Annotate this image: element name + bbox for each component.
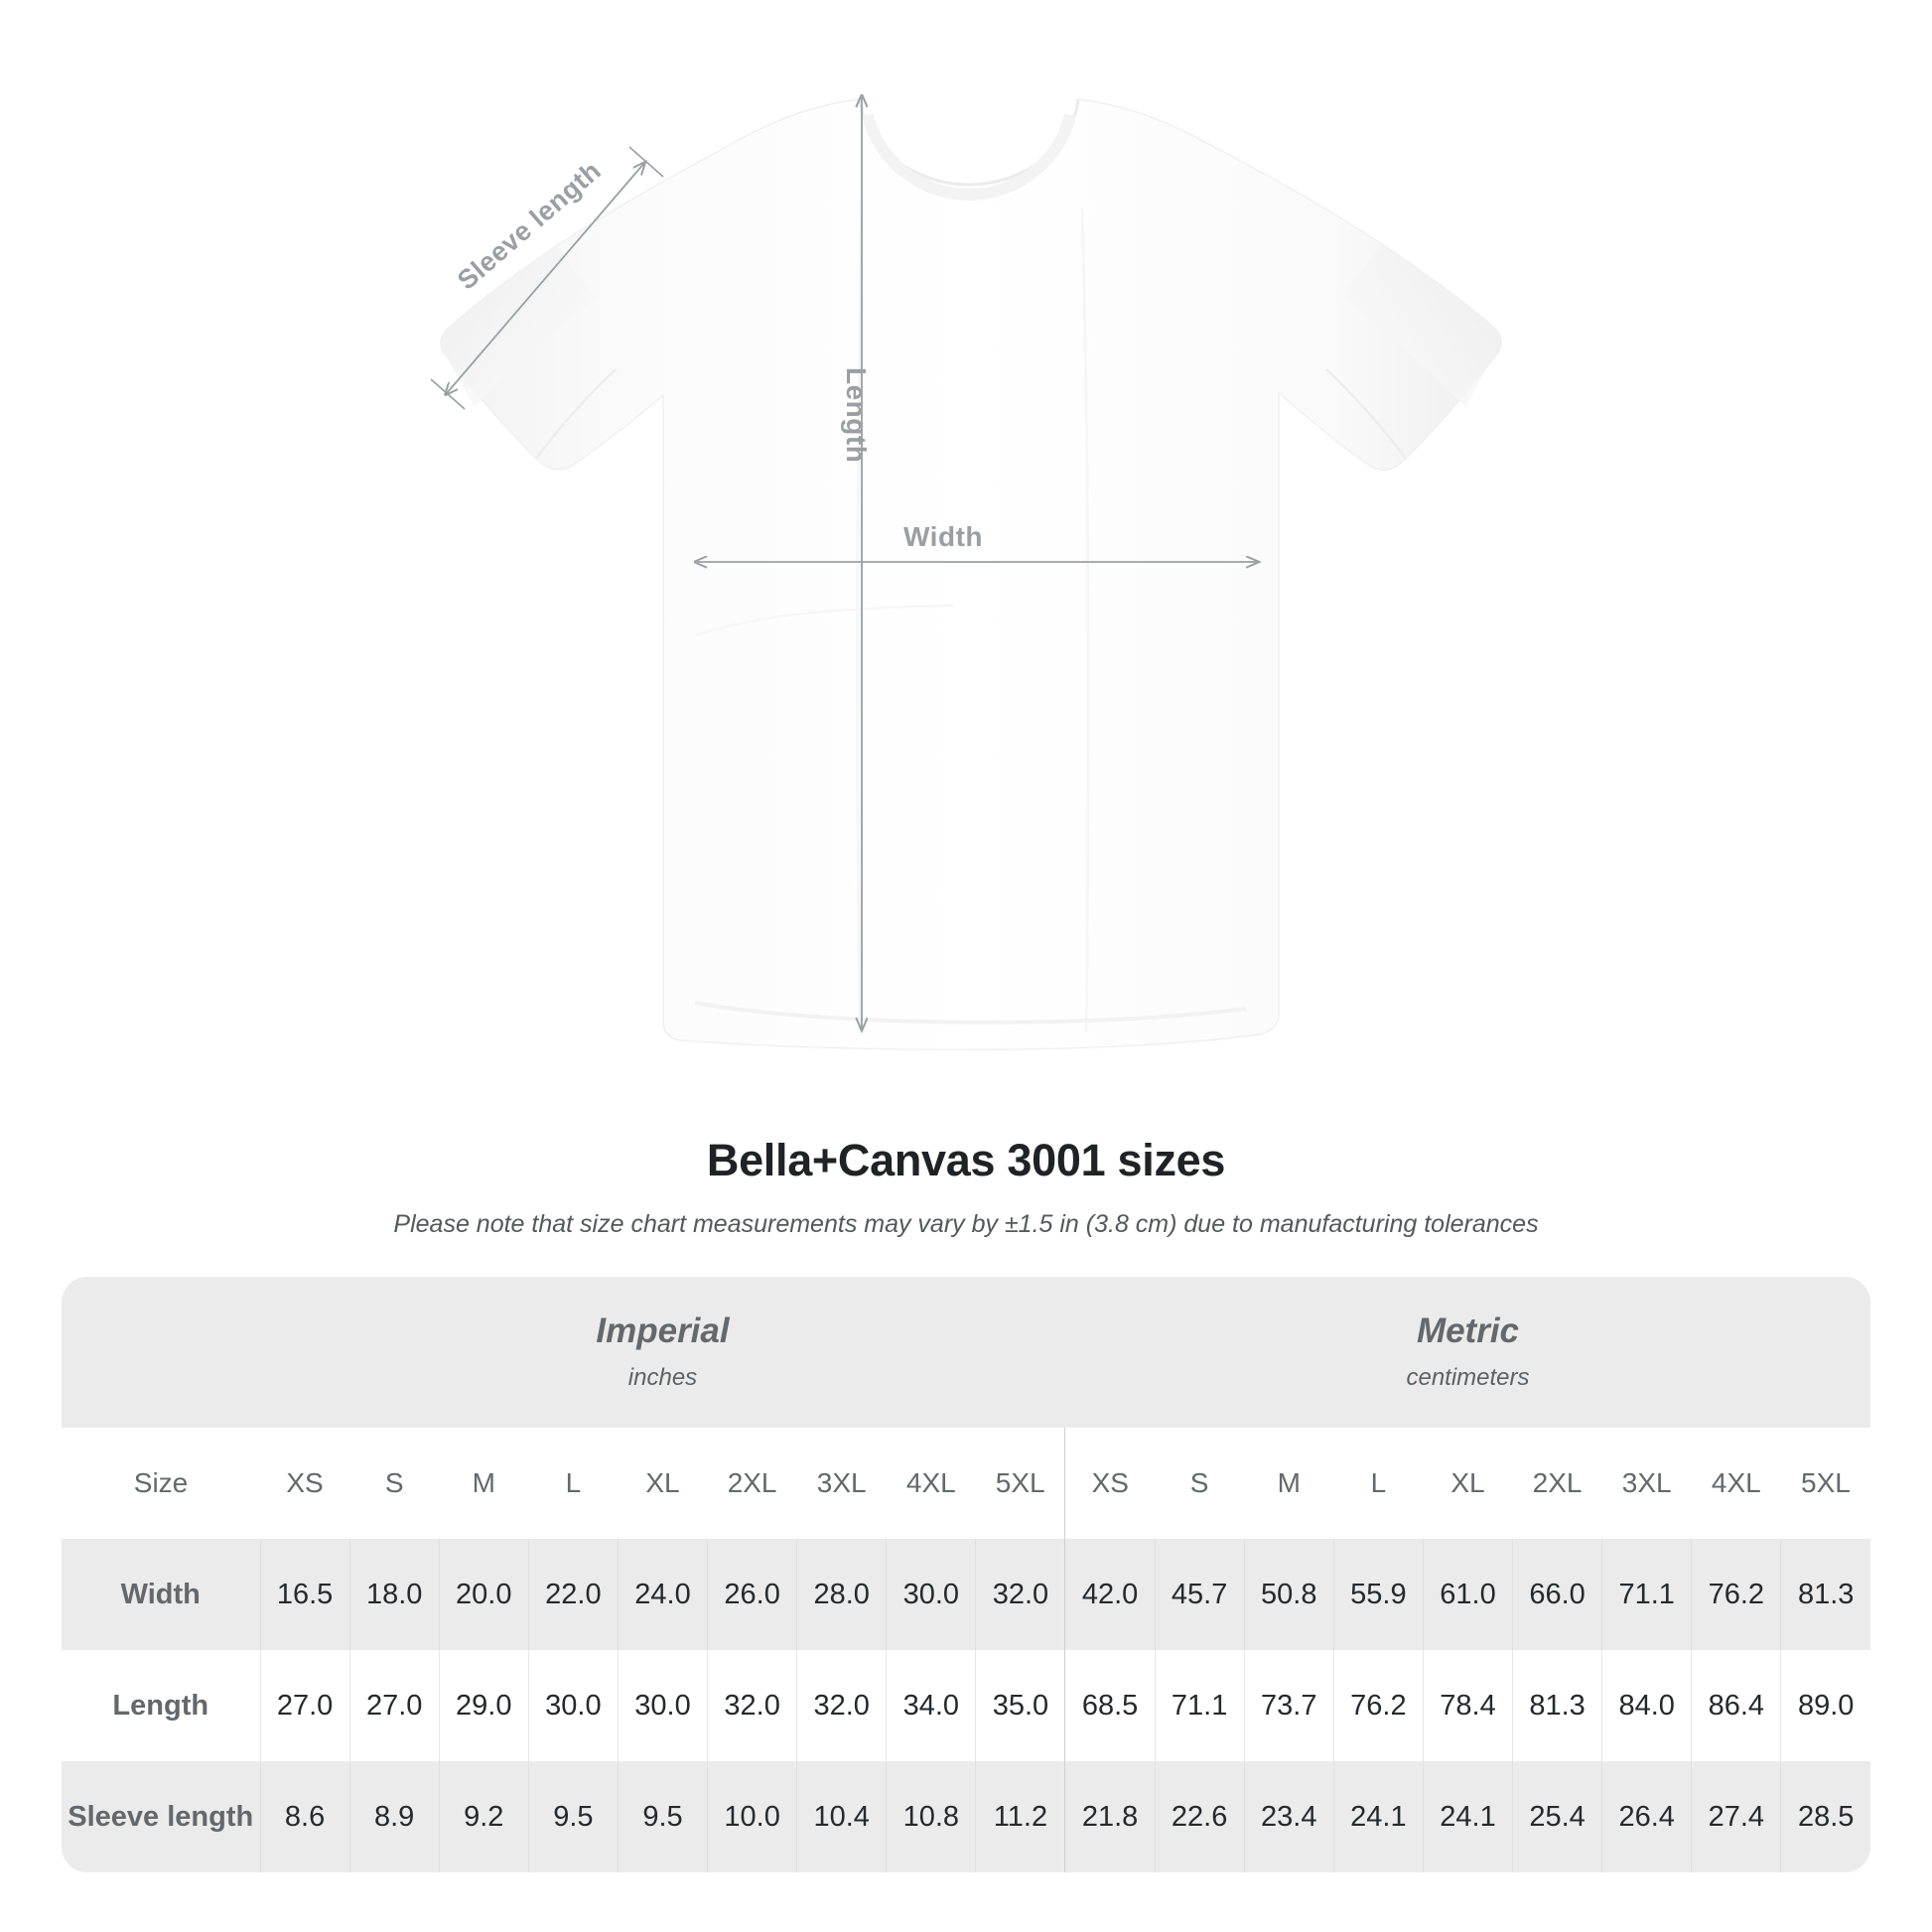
table-cell: 81.3: [1512, 1650, 1602, 1761]
table-cell: 10.0: [707, 1761, 797, 1872]
table-cell: 9.5: [527, 1761, 619, 1872]
table-cell: 66.0: [1512, 1539, 1602, 1650]
table-cell: 73.7: [1243, 1650, 1334, 1761]
table-cell: 68.5: [1064, 1650, 1156, 1761]
table-cell: 28.0: [796, 1539, 887, 1650]
unit-group-imperial: Imperial inches: [260, 1277, 1065, 1428]
size-column-header: S: [1155, 1428, 1245, 1539]
table-cell: 21.8: [1064, 1761, 1156, 1872]
table-cell: 27.0: [348, 1650, 440, 1761]
table-cell: 24.1: [1332, 1761, 1424, 1872]
table-corner-cell: [62, 1277, 260, 1428]
table-cell: 76.2: [1332, 1650, 1424, 1761]
unit-group-name: Metric: [1416, 1311, 1520, 1351]
table-cell: 35.0: [975, 1650, 1065, 1761]
tolerance-note: Please note that size chart measurements…: [393, 1210, 1539, 1238]
table-cell: 24.0: [617, 1539, 708, 1650]
table-cell: 25.4: [1512, 1761, 1602, 1872]
table-cell: 71.1: [1601, 1539, 1692, 1650]
table-cell: 30.0: [527, 1650, 619, 1761]
width-label: Width: [903, 521, 983, 552]
table-cell: 61.0: [1422, 1539, 1513, 1650]
table-cell: 30.0: [886, 1539, 976, 1650]
table-cell: 26.4: [1601, 1761, 1692, 1872]
table-cell: 20.0: [438, 1539, 529, 1650]
table-cell: 8.6: [259, 1761, 350, 1872]
unit-group-unit: inches: [627, 1363, 698, 1391]
table-cell: 26.0: [707, 1539, 797, 1650]
chart-heading-block: Bella+Canvas 3001 sizes Please note that…: [0, 1135, 1932, 1239]
row-label: Length: [62, 1650, 260, 1761]
size-column-header: XL: [1423, 1428, 1513, 1539]
table-cell: 10.4: [796, 1761, 887, 1872]
table-cell: 9.5: [617, 1761, 708, 1872]
table-cell: 10.8: [886, 1761, 976, 1872]
table-cell: 50.8: [1243, 1539, 1334, 1650]
table-cell: 22.0: [527, 1539, 619, 1650]
unit-group-metric: Metric centimeters: [1064, 1277, 1870, 1428]
size-column-header: L: [528, 1428, 619, 1539]
table-cell: 89.0: [1780, 1650, 1870, 1761]
table-cell: 32.0: [707, 1650, 797, 1761]
size-column-header: 3XL: [1601, 1428, 1692, 1539]
sleeve-length-arrow: [447, 162, 645, 393]
length-label: Length: [841, 367, 872, 464]
table-cell: 32.0: [975, 1539, 1065, 1650]
row-label: Sleeve length: [62, 1761, 260, 1872]
size-column-header: XS: [260, 1428, 350, 1539]
size-table-wrapper: Imperial inches Metric centimeters Size …: [62, 1277, 1870, 1872]
size-column-header: L: [1333, 1428, 1424, 1539]
table-row: Width 16.5 18.0 20.0 22.0 24.0 26.0 28.0 30.0 32…: [62, 1539, 1870, 1650]
size-column-header: 4XL: [886, 1428, 976, 1539]
size-column-header: 2XL: [1512, 1428, 1602, 1539]
table-cell: 55.9: [1332, 1539, 1424, 1650]
size-column-header: 3XL: [796, 1428, 887, 1539]
row-header-size: Size: [62, 1428, 260, 1539]
t-shirt-diagram: Sleeve length Length Width: [430, 0, 1502, 1050]
unit-group-unit: centimeters: [1406, 1363, 1530, 1391]
size-column-header: M: [1244, 1428, 1334, 1539]
table-cell: 86.4: [1691, 1650, 1781, 1761]
table-row: Sleeve length 8.6 8.9 9.2 9.5 9.5 10.0 10.4 10.…: [62, 1761, 1870, 1872]
table-cell: 84.0: [1601, 1650, 1692, 1761]
table-cell: 23.4: [1243, 1761, 1334, 1872]
table-cell: 45.7: [1154, 1539, 1245, 1650]
table-cell: 11.2: [975, 1761, 1065, 1872]
table-cell: 28.5: [1780, 1761, 1870, 1872]
table-cell: 22.6: [1154, 1761, 1245, 1872]
page-title: Bella+Canvas 3001 sizes: [706, 1135, 1226, 1185]
table-cell: 29.0: [438, 1650, 529, 1761]
t-shirt-illustration: [430, 0, 1502, 1050]
table-row: Length 27.0 27.0 29.0 30.0 30.0 32.0 32.0 34.0 3…: [62, 1650, 1870, 1761]
table-cell: 32.0: [796, 1650, 887, 1761]
size-column-header: 2XL: [707, 1428, 797, 1539]
size-header-row: Size XS S M L XL 2XL 3XL 4XL 5XL XS S M L XL 2XL 3XL 4XL…: [62, 1428, 1870, 1539]
table-cell: 16.5: [259, 1539, 350, 1650]
size-column-header: M: [439, 1428, 529, 1539]
table-cell: 71.1: [1154, 1650, 1245, 1761]
unit-group-name: Imperial: [596, 1311, 730, 1351]
size-column-header: XL: [618, 1428, 708, 1539]
table-cell: 27.0: [259, 1650, 350, 1761]
table-cell: 9.2: [438, 1761, 529, 1872]
table-cell: 42.0: [1064, 1539, 1156, 1650]
table-cell: 81.3: [1780, 1539, 1870, 1650]
table-cell: 76.2: [1691, 1539, 1781, 1650]
size-table: Imperial inches Metric centimeters Size …: [62, 1277, 1870, 1872]
table-cell: 34.0: [886, 1650, 976, 1761]
table-cell: 8.9: [348, 1761, 440, 1872]
size-column-header: XS: [1064, 1428, 1156, 1539]
size-column-header: 5XL: [975, 1428, 1065, 1539]
size-column-header: S: [349, 1428, 440, 1539]
table-cell: 27.4: [1691, 1761, 1781, 1872]
table-cell: 24.1: [1422, 1761, 1513, 1872]
unit-group-row: Imperial inches Metric centimeters: [62, 1277, 1870, 1428]
size-column-header: 5XL: [1780, 1428, 1870, 1539]
table-cell: 18.0: [348, 1539, 440, 1650]
row-label: Width: [62, 1539, 260, 1650]
size-column-header: 4XL: [1691, 1428, 1781, 1539]
table-cell: 78.4: [1422, 1650, 1513, 1761]
table-cell: 30.0: [617, 1650, 708, 1761]
